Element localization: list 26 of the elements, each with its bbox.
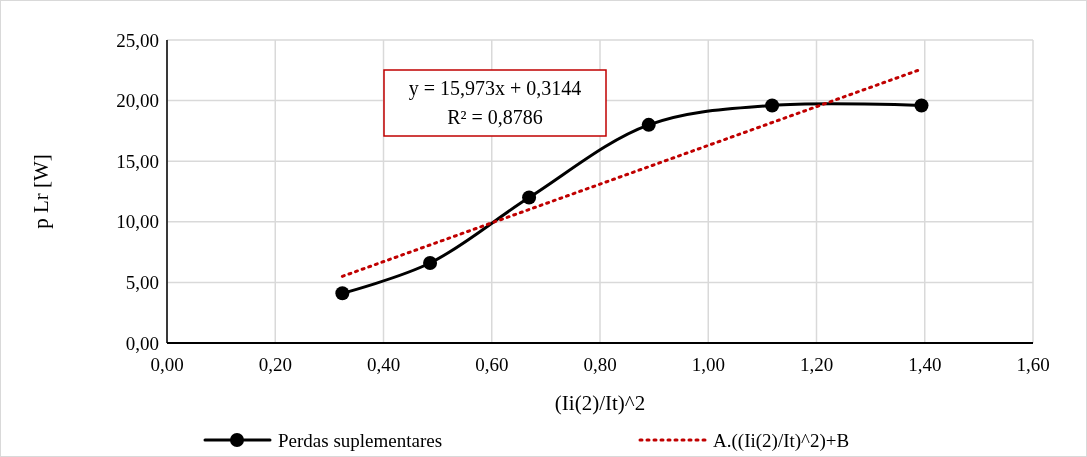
point <box>765 98 780 113</box>
point <box>641 117 656 132</box>
point <box>914 98 929 113</box>
point <box>335 286 350 301</box>
y-tick-label: 5,00 <box>125 272 159 294</box>
y-tick-label: 0,00 <box>125 332 159 354</box>
y-tick-label: 25,00 <box>116 29 159 51</box>
legend-label: Perdas suplementares <box>278 429 443 451</box>
point <box>423 256 438 271</box>
y-tick-label: 20,00 <box>116 90 159 112</box>
point <box>522 190 537 205</box>
x-tick-label: 0,80 <box>583 354 617 375</box>
x-tick-label: 1,40 <box>908 354 942 375</box>
y-tick-label: 15,00 <box>116 150 159 172</box>
x-tick-label: 1,20 <box>799 354 834 375</box>
annotation: y = 15,973x + 0,3144 R² = 0,8786 <box>408 77 582 128</box>
x-tick-label: 1,60 <box>1016 354 1050 375</box>
x-tick-label: 1,00 <box>691 354 725 375</box>
x-tick-label: 0,60 <box>475 354 509 375</box>
y-tick-label: 10,00 <box>116 211 159 233</box>
x-axis-title: (Ii(2)/It)^2 <box>554 391 646 415</box>
x-tick-label: 0,40 <box>366 354 401 375</box>
x-tick-label: 0,00 <box>150 354 184 375</box>
y-axis-title: p Lr [W] <box>29 154 53 229</box>
x-tick-label: 0,20 <box>258 354 292 375</box>
legend-label: A.((Ii(2)/It)^2)+B <box>713 429 850 452</box>
